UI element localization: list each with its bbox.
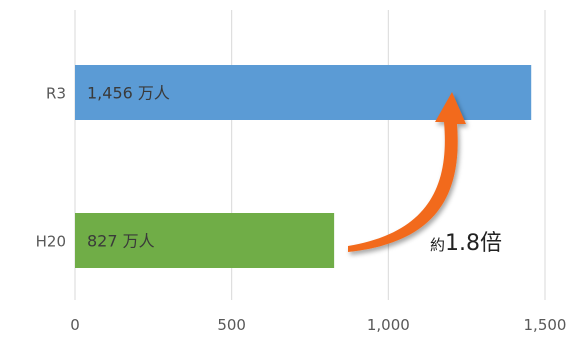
category-label: R3 bbox=[46, 85, 66, 103]
bars bbox=[75, 65, 532, 268]
x-axis-tick-labels: 0 500 1,000 1,500 bbox=[70, 316, 566, 334]
x-tick-label: 500 bbox=[217, 316, 246, 334]
bar-value-label: 1,456 万人 bbox=[87, 84, 170, 103]
growth-arrow-icon bbox=[348, 92, 466, 252]
bar-h20 bbox=[75, 213, 335, 268]
category-labels: R3 H20 bbox=[36, 85, 66, 251]
x-tick-label: 1,500 bbox=[524, 316, 567, 334]
x-tick-label: 0 bbox=[70, 316, 80, 334]
x-tick-label: 1,000 bbox=[367, 316, 410, 334]
category-label: H20 bbox=[36, 233, 66, 251]
growth-label: 約1.8倍 bbox=[430, 231, 502, 256]
bar-value-labels: 1,456 万人 827 万人 bbox=[87, 84, 170, 251]
bar-value-label: 827 万人 bbox=[87, 232, 155, 251]
growth-label-value: 1.8倍 bbox=[445, 231, 502, 256]
growth-label-prefix: 約 bbox=[430, 236, 445, 254]
growth-annotation: 約1.8倍 bbox=[348, 92, 502, 256]
